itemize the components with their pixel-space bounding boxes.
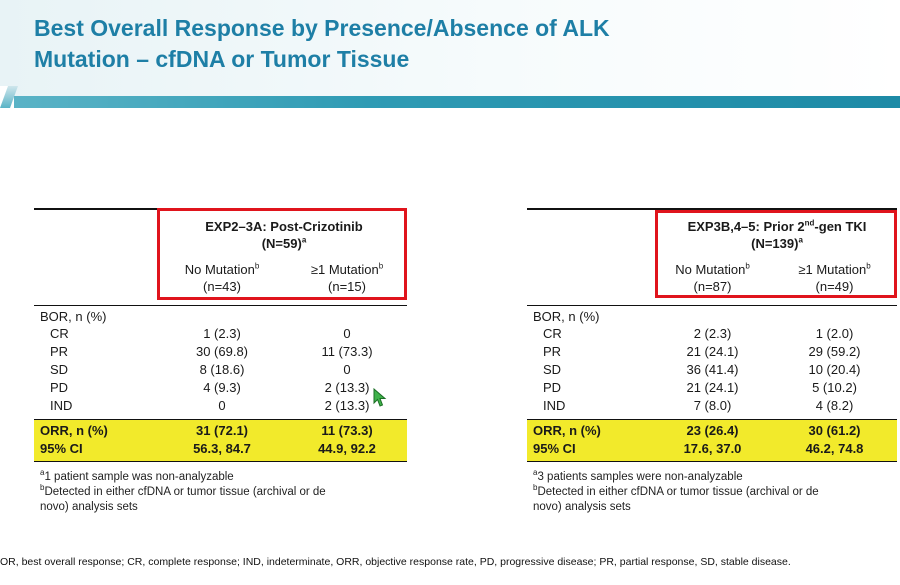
orr-row: ORR, n (%) 23 (26.4) 30 (61.2): [533, 423, 861, 438]
footnotes: a3 patients samples were non-analyzable …: [533, 468, 899, 515]
orr-highlight-band: [34, 420, 407, 462]
header-notch: [0, 86, 14, 108]
col-header-no-mutation: No Mutationb (n=43): [184, 261, 260, 294]
footnote-b-cont: novo) analysis sets: [40, 501, 138, 513]
footnotes: a1 patient sample was non-analyzable bDe…: [40, 468, 410, 515]
table-row: PR 30 (69.8) 11 (73.3): [50, 344, 373, 359]
group-title: EXP2–3A: Post-Crizotinib: [205, 219, 363, 234]
bor-header-row: BOR, n (%): [40, 309, 107, 324]
highlight-box: [157, 208, 407, 300]
col-header-no-mutation: No Mutationb (n=87): [675, 261, 750, 294]
table-row: IND 0 2 (13.3): [50, 398, 370, 413]
footnote-b-cont: novo) analysis sets: [533, 501, 631, 513]
col-header-mutation: ≥1 Mutationb (n=15): [310, 261, 384, 294]
footnote-b: bDetected in either cfDNA or tumor tissu…: [533, 483, 819, 498]
col-header-mutation: ≥1 Mutationb (n=49): [798, 261, 871, 294]
orr-top-rule: [34, 419, 407, 420]
ci-row: 95% CI 17.6, 37.0 46.2, 74.8: [533, 441, 864, 456]
abbreviations-footer: OR, best overall response; CR, complete …: [0, 556, 791, 568]
orr-highlight-band: [527, 420, 897, 462]
table-row: SD 36 (41.4) 10 (20.4): [543, 362, 861, 377]
group-title: EXP3B,4–5: Prior 2nd-gen TKI: [687, 218, 867, 234]
highlight-box: [655, 210, 897, 298]
mouse-cursor-icon: [373, 388, 387, 407]
footnote-b: bDetected in either cfDNA or tumor tissu…: [40, 483, 326, 498]
slide-title-line2: Mutation – cfDNA or Tumor Tissue: [34, 46, 410, 72]
orr-top-rule: [527, 419, 897, 420]
table-row: PR 21 (24.1) 29 (59.2): [543, 344, 861, 359]
table-row: CR 1 (2.3) 0: [50, 326, 351, 341]
group-header: EXP3B,4–5: Prior 2nd-gen TKI (N=139)a: [659, 218, 895, 252]
table-top-rule: [527, 208, 897, 210]
orr-row: ORR, n (%) 31 (72.1) 11 (73.3): [40, 423, 373, 438]
group-header: EXP2–3A: Post-Crizotinib (N=59)a: [164, 218, 404, 252]
footnote-a: a1 patient sample was non-analyzable: [40, 468, 234, 483]
slide-title: Best Overall Response by Presence/Absenc…: [34, 13, 610, 75]
slide-header: Best Overall Response by Presence/Absenc…: [0, 0, 900, 96]
bor-header-row: BOR, n (%): [533, 309, 600, 324]
ci-row: 95% CI 56.3, 84.7 44.9, 92.2: [40, 441, 376, 456]
header-accent-bar: [14, 96, 900, 108]
group-n: (N=139)a: [751, 235, 803, 251]
footnote-a: a3 patients samples were non-analyzable: [533, 468, 743, 483]
slide-title-line1: Best Overall Response by Presence/Absenc…: [34, 15, 610, 41]
table-mid-rule: [34, 305, 407, 306]
group-n: (N=59)a: [261, 235, 307, 251]
table-row: SD 8 (18.6) 0: [50, 362, 351, 377]
table-row: IND 7 (8.0) 4 (8.2): [543, 398, 854, 413]
table-row: CR 2 (2.3) 1 (2.0): [543, 326, 854, 341]
table-row: PD 21 (24.1) 5 (10.2): [543, 380, 857, 395]
table-row: PD 4 (9.3) 2 (13.3): [50, 380, 370, 395]
table-mid-rule: [527, 305, 897, 306]
